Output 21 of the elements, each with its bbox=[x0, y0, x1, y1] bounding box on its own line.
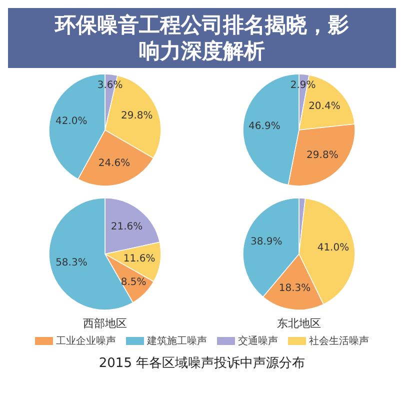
data-label: 11.6% bbox=[123, 254, 156, 265]
legend-label: 工业企业噪声 bbox=[56, 334, 116, 348]
legend-label: 交通噪声 bbox=[238, 334, 278, 348]
text: 环保噪音工程公司排名揭晓，影响力深度解析 bbox=[8, 8, 396, 68]
data-label: 46.9% bbox=[248, 121, 280, 132]
data-label: 18.3% bbox=[278, 282, 311, 294]
text: 西部地区 bbox=[83, 316, 127, 330]
data-label: 58.3% bbox=[56, 257, 88, 268]
data-label: 38.9% bbox=[250, 236, 282, 248]
data-label: 20.4% bbox=[308, 100, 340, 112]
text: 2015 年各区域噪声投诉中声源分布 bbox=[98, 355, 306, 372]
data-label: 24.6% bbox=[98, 158, 130, 169]
data-label: 29.8% bbox=[120, 110, 153, 122]
text: 东北地区 bbox=[277, 316, 321, 330]
legend-label: 建筑施工噪声 bbox=[147, 334, 207, 348]
data-label: 29.8% bbox=[306, 150, 338, 162]
data-label: 41.0% bbox=[317, 242, 350, 254]
data-label: 42.0% bbox=[55, 116, 88, 127]
data-label: 8.5% bbox=[120, 276, 146, 288]
legend-label: 社会生活噪声 bbox=[309, 334, 369, 348]
data-label: 21.6% bbox=[110, 221, 143, 232]
